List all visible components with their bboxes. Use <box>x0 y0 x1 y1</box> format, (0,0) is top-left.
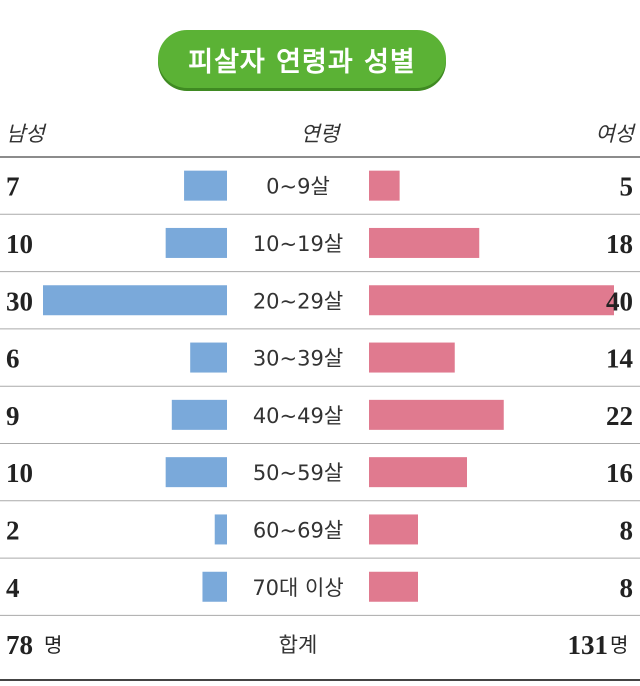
age-column-header: 연령 <box>300 122 340 146</box>
age-category-label: 50~59살 <box>253 461 343 485</box>
male-bar <box>171 399 227 430</box>
male-value-label: 10 <box>6 458 33 488</box>
male-bar <box>190 342 227 373</box>
male-bar <box>165 227 227 258</box>
male-value-label: 10 <box>6 229 33 259</box>
female-bar <box>369 342 455 373</box>
female-bar <box>369 571 418 602</box>
male-total-label: 78 <box>6 630 33 660</box>
age-category-label: 10~19살 <box>253 232 343 256</box>
male-value-label: 2 <box>6 515 20 545</box>
male-bar <box>165 457 227 488</box>
female-value-label: 8 <box>620 515 634 545</box>
male-bar <box>202 571 227 602</box>
female-bar <box>369 457 467 488</box>
female-column-header: 여성 <box>595 122 634 146</box>
age-category-label: 30~39살 <box>253 347 343 371</box>
age-category-label: 40~49살 <box>253 404 343 428</box>
male-bar <box>184 170 227 201</box>
male-bar <box>214 514 227 545</box>
female-value-label: 22 <box>606 401 633 431</box>
male-total-unit: 명 <box>44 633 62 657</box>
age-category-label: 60~69살 <box>253 518 343 542</box>
female-value-label: 40 <box>606 286 633 316</box>
age-category-label: 0~9살 <box>266 175 330 199</box>
male-value-label: 9 <box>6 401 20 431</box>
female-value-label: 5 <box>620 172 634 202</box>
male-bar <box>43 285 227 316</box>
chart-title: 피살자 연령과 성별 <box>158 30 446 88</box>
female-bar <box>369 399 504 430</box>
total-label: 합계 <box>279 633 318 657</box>
female-value-label: 18 <box>606 229 633 259</box>
female-bar <box>369 514 418 545</box>
female-total-unit: 명 <box>610 633 628 657</box>
female-bar <box>369 170 400 201</box>
male-column-header: 남성 <box>6 122 45 146</box>
female-value-label: 8 <box>620 573 634 603</box>
female-value-label: 14 <box>606 344 633 374</box>
male-value-label: 30 <box>6 286 33 316</box>
male-value-label: 7 <box>6 172 20 202</box>
male-value-label: 6 <box>6 344 20 374</box>
female-bar <box>369 227 480 258</box>
age-category-label: 20~29살 <box>253 289 343 313</box>
female-value-label: 16 <box>606 458 633 488</box>
age-category-label: 70대 이상 <box>252 576 343 600</box>
female-total-label: 131 <box>568 630 609 660</box>
female-bar <box>369 285 614 316</box>
male-value-label: 4 <box>6 573 20 603</box>
